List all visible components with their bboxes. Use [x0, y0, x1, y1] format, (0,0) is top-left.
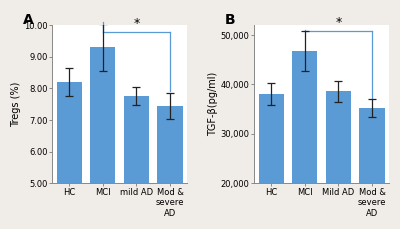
- Bar: [90, 47, 116, 183]
- Y-axis label: Tregs (%): Tregs (%): [11, 82, 21, 127]
- Text: *: *: [133, 17, 140, 30]
- Bar: [292, 51, 318, 183]
- Text: B: B: [225, 13, 235, 27]
- Text: A: A: [23, 13, 34, 27]
- Text: *: *: [335, 16, 342, 29]
- Bar: [56, 82, 82, 183]
- Bar: [158, 106, 183, 183]
- Bar: [360, 108, 385, 183]
- Bar: [124, 96, 149, 183]
- Y-axis label: TGF-β(pg/ml): TGF-β(pg/ml): [208, 72, 218, 136]
- Bar: [326, 91, 351, 183]
- Bar: [258, 94, 284, 183]
